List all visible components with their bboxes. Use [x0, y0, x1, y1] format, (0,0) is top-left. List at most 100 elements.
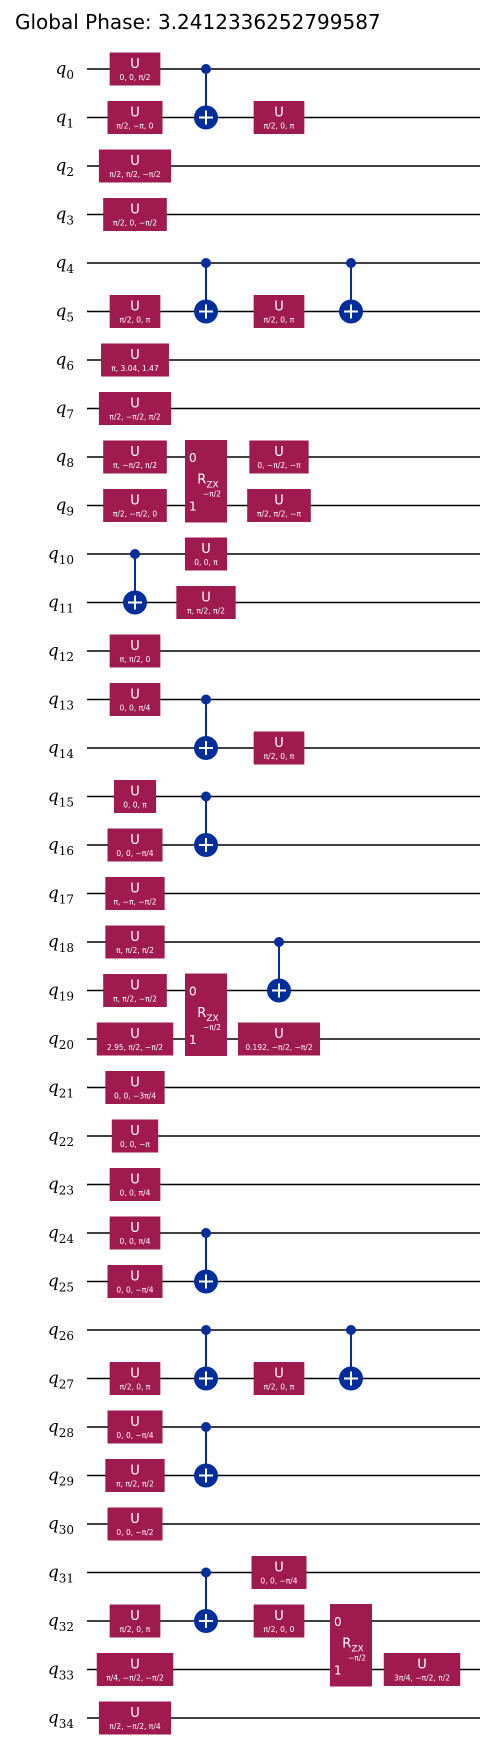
u-gate-box [101, 343, 169, 377]
u-gate-box [105, 1071, 165, 1104]
u-gate-label: U [274, 1027, 284, 1042]
u-gate-label: U [201, 591, 211, 606]
u-gate-box [107, 1265, 163, 1298]
u-gate-box [249, 440, 309, 474]
qubit-label: q20 [48, 1029, 74, 1052]
u-gate-box [105, 925, 165, 959]
u-gate-params: π/2, 0, π [264, 122, 295, 131]
qubit-label: q12 [48, 641, 74, 664]
u-gate-label: U [274, 1609, 284, 1624]
qubit-index: 2 [66, 165, 74, 179]
u-gate-label: U [130, 688, 140, 703]
qubit-label: q14 [48, 738, 75, 761]
qubit-label: q13 [48, 690, 74, 713]
qubit-index: 14 [59, 747, 75, 761]
u-gate-label: U [130, 106, 140, 121]
u-gate-params: π/2, 0, 0 [264, 1625, 295, 1634]
u-gate-label: U [274, 1367, 284, 1382]
u-gate-label: U [274, 494, 284, 509]
rzx-bottom-index: 1 [189, 500, 197, 514]
u-gate-box [103, 198, 167, 231]
u-gate-box [107, 828, 163, 862]
u-gate-box [109, 1216, 161, 1250]
cx-control-dot [130, 549, 140, 559]
u-gate-label: U [130, 1124, 140, 1139]
qubit-label: q19 [48, 981, 74, 1004]
qubit-label: q30 [48, 1514, 74, 1537]
rzx-top-index: 0 [189, 985, 197, 999]
u-gate-label: U [130, 1221, 140, 1236]
rzx-gate-subscript: ZX [206, 480, 218, 490]
u-gate-box [105, 877, 165, 910]
u-gate-params: π/2, 0, −π/2 [113, 219, 157, 228]
qubit-index: 29 [59, 1475, 74, 1489]
qubit-index: 30 [59, 1523, 74, 1537]
u-gate-params: 0, 0, −π/4 [116, 849, 153, 858]
u-gate-box [109, 634, 161, 668]
u-gate-params: π, π/2, −π/2 [113, 995, 157, 1004]
qubit-index: 9 [66, 505, 74, 519]
u-gate-label: U [417, 1658, 427, 1673]
u-gate-params: 0, 0, −π [120, 1140, 150, 1149]
u-gate-label: U [274, 1561, 284, 1576]
qubit-label: q10 [48, 544, 74, 567]
u-gate-params: 0, 0, π/2 [120, 73, 151, 82]
qubit-index: 6 [66, 359, 74, 373]
qubit-label: q31 [48, 1563, 74, 1586]
u-gate-params: π/2, 0, π [120, 1383, 151, 1392]
u-gate-params: π, −π, −π/2 [114, 898, 157, 907]
qubit-label: q24 [48, 1223, 75, 1246]
qubit-index: 28 [59, 1426, 74, 1440]
u-gate-params: 0.192, −π/2, −π/2 [245, 1043, 312, 1052]
cx-control-dot [201, 1422, 211, 1432]
u-gate-label: U [130, 1027, 140, 1042]
qubit-label: q23 [48, 1175, 74, 1198]
u-gate-params: π, 3.04, 1.47 [111, 364, 159, 373]
qubit-index: 16 [59, 844, 74, 858]
u-gate-params: 0, 0, −π/4 [116, 1286, 153, 1295]
u-gate-params: 0, 0, π [194, 558, 218, 567]
u-gate-box [253, 295, 305, 328]
qubit-index: 19 [59, 990, 74, 1004]
u-gate-params: 2.95, π/2, −π/2 [107, 1043, 163, 1052]
u-gate-params: π/2, π/2, −π/2 [109, 170, 160, 179]
qubit-index: 1 [66, 117, 74, 131]
qubit-label: q25 [48, 1272, 74, 1295]
u-gate-params: 0, 0, −π/4 [116, 1431, 153, 1440]
global-phase-title: Global Phase: 3.2412336252799587 [15, 10, 381, 34]
qubit-label: q26 [48, 1320, 74, 1343]
qubit-index: 26 [59, 1329, 74, 1343]
u-gate-label: U [130, 833, 140, 848]
u-gate-box [109, 52, 161, 86]
cx-control-dot [201, 1567, 211, 1578]
qubit-index: 10 [59, 553, 74, 567]
u-gate-label: U [130, 1076, 140, 1091]
u-gate-params: 0, 0, π/4 [120, 704, 151, 713]
u-gate-box [247, 489, 311, 522]
qubit-label: q17 [48, 884, 74, 907]
qubit-index: 17 [59, 893, 74, 907]
u-gate-label: U [130, 1173, 140, 1188]
u-gate-label: U [201, 542, 211, 557]
u-gate-label: U [130, 348, 140, 363]
cx-control-dot [201, 1325, 211, 1335]
u-gate-label: U [130, 979, 140, 994]
u-gate-box [96, 1653, 174, 1686]
u-gate-label: U [130, 203, 140, 218]
u-gate-label: U [130, 397, 140, 412]
u-gate-label: U [130, 154, 140, 169]
qubit-index: 27 [59, 1378, 74, 1392]
qubit-label: q5 [55, 302, 74, 325]
u-gate-box [111, 1119, 159, 1153]
u-gate-params: 0, 0, −π/2 [116, 1528, 153, 1537]
rzx-bottom-index: 1 [189, 1033, 197, 1047]
u-gate-params: π/2, −π/2, 0 [113, 510, 157, 519]
qubit-label: q27 [48, 1369, 74, 1392]
qubit-index: 3 [66, 214, 74, 228]
u-gate-label: U [130, 1415, 140, 1430]
rzx-gate-box [185, 973, 227, 1056]
qubit-label: q2 [55, 156, 74, 179]
u-gate-box [105, 1459, 165, 1492]
rzx-gate-box [330, 1604, 372, 1687]
u-gate-label: U [130, 1270, 140, 1285]
